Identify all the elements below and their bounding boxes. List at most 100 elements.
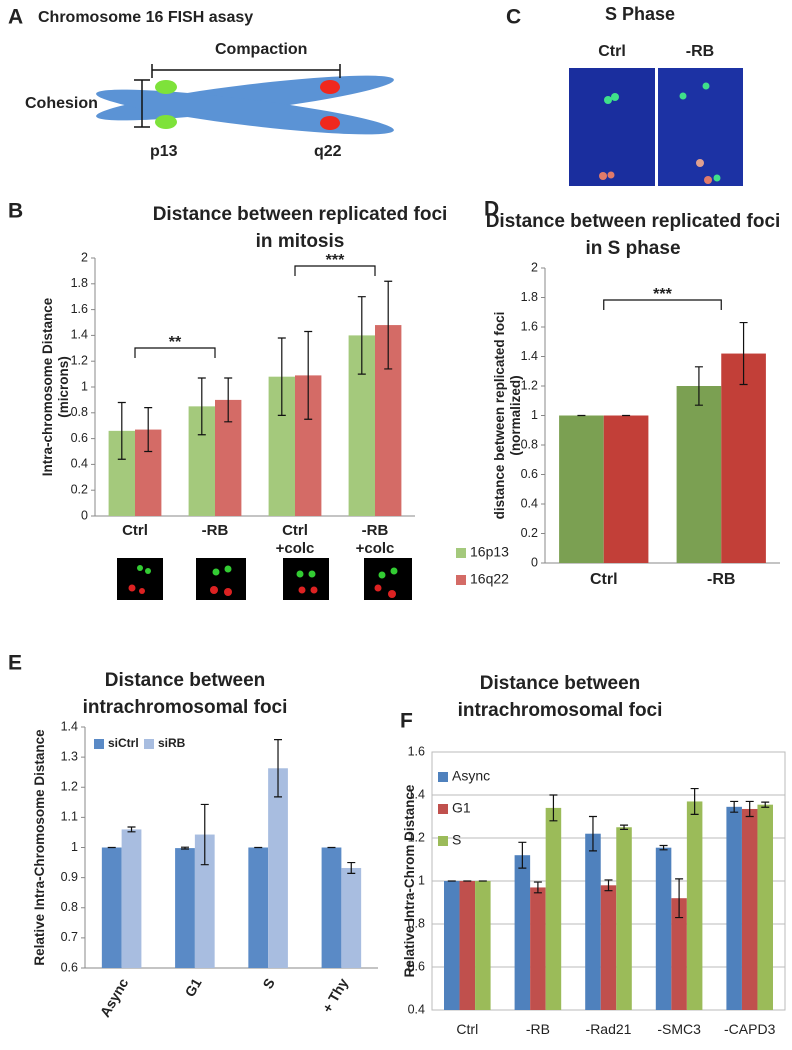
y-tick-label: 0 [81, 508, 88, 522]
y-tick-label: 0.4 [521, 496, 538, 510]
y-tick-label: 0.6 [408, 959, 425, 973]
panel-letter: C [506, 6, 521, 29]
y-tick-label: 1.8 [521, 290, 538, 304]
bar [321, 847, 342, 968]
bar [600, 885, 617, 1010]
error-bar [274, 739, 283, 798]
bar [585, 833, 601, 1010]
chromosome [96, 75, 394, 135]
legend-swatch [456, 548, 466, 558]
x-tick-label: -Rad21 [586, 1021, 632, 1037]
error-bar [549, 794, 558, 822]
y-axis-label: Intra-chromosome Distance(microns) [40, 297, 71, 476]
y-tick-label: 1.2 [61, 780, 78, 794]
error-bar [357, 296, 366, 375]
focus [155, 80, 177, 94]
y-tick-label: 1 [81, 379, 88, 393]
bar [514, 855, 531, 1010]
legend-label: 16p13 [470, 544, 509, 560]
y-tick-label: 1.8 [71, 276, 88, 290]
panel-letter: A [8, 6, 23, 29]
y-tick-label: 1.2 [408, 830, 425, 844]
chart-title: Distance between replicated foci in S pha… [486, 211, 781, 259]
x-tick-label: Ctrl +colc [276, 522, 315, 557]
bar [268, 768, 288, 968]
micrograph [658, 68, 743, 186]
bar [741, 808, 758, 1010]
x-tick-label: -SMC3 [657, 1021, 701, 1037]
error-bar [117, 401, 126, 460]
y-tick-label: 1.4 [408, 787, 425, 801]
bar [721, 353, 766, 563]
significance-bracket [294, 265, 376, 276]
x-tick-label: -RB [202, 522, 229, 539]
x-tick-label: -RB +colc [356, 522, 395, 557]
legend-label: siRB [158, 736, 186, 750]
y-tick-label: 0.6 [71, 431, 88, 445]
error-bar [384, 280, 393, 370]
y-tick-label: 1.1 [61, 810, 78, 824]
bar [686, 801, 703, 1010]
focus [320, 116, 340, 130]
y-tick-label: 1.6 [71, 302, 88, 316]
micrograph [569, 68, 655, 186]
x-tick-label: -RB [707, 571, 735, 588]
y-tick-label: 1 [531, 408, 538, 422]
y-tick-label: 1.6 [521, 319, 538, 333]
legend-swatch [144, 739, 154, 749]
x-tick-label: Ctrl [456, 1021, 478, 1037]
y-tick-label: 1.2 [71, 353, 88, 367]
diagram-title: Chromosome 16 FISH asasy [38, 9, 253, 26]
x-tick-label: -RB [526, 1021, 550, 1037]
bar [101, 847, 122, 968]
error-bar [761, 801, 770, 808]
bar [341, 867, 362, 968]
y-tick-label: 1.2 [521, 378, 538, 392]
panel-letter: F [400, 710, 413, 733]
annotation: *** [653, 286, 672, 303]
y-tick-label: 1.4 [71, 328, 88, 342]
bar [459, 881, 476, 1010]
y-tick-label: 0.8 [408, 916, 425, 930]
bar [757, 804, 773, 1010]
bracket [134, 64, 341, 128]
legend-label: siCtrl [108, 736, 139, 750]
error-bar [694, 366, 703, 406]
bar [475, 881, 491, 1010]
y-tick-label: 0.8 [521, 437, 538, 451]
error-bar [620, 824, 629, 830]
bar [545, 807, 562, 1010]
y-tick-label: 2 [531, 260, 538, 274]
micrograph-title: S Phase [605, 4, 675, 24]
y-tick-label: 0.9 [61, 870, 78, 884]
x-tick-label: -CAPD3 [724, 1021, 776, 1037]
y-tick-label: 1 [418, 873, 425, 887]
bar [676, 386, 722, 563]
error-bar [588, 815, 597, 852]
error-bar [197, 377, 206, 436]
focus [155, 115, 177, 129]
y-tick-label: 1.3 [61, 749, 78, 763]
error-bar [690, 787, 699, 815]
significance-bracket [603, 299, 722, 310]
x-tick-label: Async [97, 975, 132, 1020]
label: -RB [686, 43, 714, 60]
y-tick-label: 0.8 [61, 900, 78, 914]
legend-label: G1 [452, 800, 471, 816]
annotation: ** [169, 334, 182, 351]
label: p13 [150, 143, 178, 160]
bar [726, 806, 742, 1010]
bar [121, 829, 142, 968]
legend-swatch [438, 836, 448, 846]
chart-title: Distance between intrachromosomal foci [83, 670, 288, 718]
y-tick-label: 0.7 [61, 930, 78, 944]
y-tick-label: 1.4 [521, 349, 538, 363]
chart-title: Distance between intrachromosomal foci [458, 673, 663, 721]
annotation: *** [326, 252, 345, 269]
x-tick-label: G1 [181, 975, 204, 999]
bar [559, 415, 604, 563]
label: Cohesion [25, 95, 98, 112]
y-axis-label: Relative Intra-Chrom Distance [402, 784, 417, 977]
